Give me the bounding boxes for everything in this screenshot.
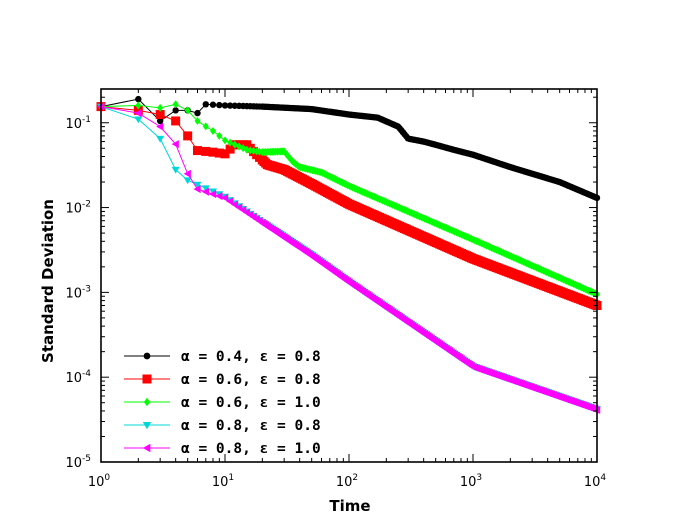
data-point: [226, 197, 234, 206]
data-point: [135, 101, 142, 110]
legend-marker: [142, 374, 152, 384]
data-point: [155, 110, 165, 120]
data-point: [243, 145, 250, 154]
x-tick-label: 103: [460, 473, 482, 490]
data-point: [216, 101, 223, 109]
data-point: [220, 149, 230, 159]
data-point: [208, 190, 217, 199]
data-point: [216, 131, 223, 140]
y-tick-label: 10-3: [65, 284, 91, 301]
data-point: [222, 136, 228, 145]
x-tick-label: 104: [584, 473, 607, 490]
series-1: [97, 95, 601, 202]
data-point: [184, 106, 191, 115]
data-point: [171, 140, 179, 149]
data-point: [192, 146, 202, 156]
legend-marker: [143, 397, 151, 407]
data-point: [183, 131, 193, 141]
series-5: [97, 102, 601, 415]
data-point: [208, 147, 218, 157]
x-tick-labels: 100 101 102 103 104: [88, 473, 607, 490]
y-tick-label: 10-5: [65, 454, 91, 471]
series-markers: [97, 95, 601, 202]
data-point: [183, 177, 192, 185]
data-point: [230, 200, 239, 209]
legend-label: α = 0.8, ε = 1.0: [181, 441, 321, 457]
data-point: [183, 169, 191, 178]
series-layer: [96, 95, 602, 415]
legend-marker: [143, 352, 151, 360]
data-point: [172, 100, 179, 109]
series-4: [97, 103, 601, 414]
y-tick-label: 10-1: [65, 115, 91, 132]
data-point: [202, 101, 209, 108]
data-point: [221, 193, 229, 202]
legend-entry: α = 0.8, ε = 0.8: [124, 418, 321, 434]
data-point: [157, 103, 164, 112]
data-point: [225, 144, 235, 154]
data-point: [134, 116, 143, 124]
data-point: [214, 148, 224, 158]
x-axis-label: Time: [329, 497, 370, 515]
data-point: [193, 181, 202, 189]
data-point: [221, 102, 229, 109]
x-tick-label: 102: [336, 473, 358, 490]
legend-entry: α = 0.6, ε = 0.8: [124, 372, 321, 388]
data-point: [201, 185, 210, 193]
legend-marker: [142, 422, 152, 430]
series-markers: [98, 100, 600, 299]
data-point: [194, 109, 201, 117]
series-markers: [97, 103, 601, 414]
x-tick-label: 100: [88, 473, 111, 490]
series-line: [100, 106, 598, 410]
x-tick-label: 101: [212, 473, 234, 490]
data-point: [171, 166, 180, 174]
y-axis-label: Standard Deviation: [39, 199, 57, 363]
data-point: [193, 185, 201, 194]
series-markers: [97, 102, 601, 415]
data-point: [226, 102, 234, 109]
y-tick-label: 10-2: [65, 200, 91, 217]
series-3: [98, 100, 600, 299]
series-markers: [96, 102, 602, 311]
data-point: [201, 146, 211, 156]
y-tick-label: 10-4: [65, 369, 91, 386]
data-point: [215, 192, 223, 201]
legend-entry: α = 0.6, ε = 1.0: [124, 395, 321, 411]
data-point: [202, 122, 209, 131]
data-point: [172, 107, 179, 114]
data-point: [209, 101, 217, 108]
legend-entry: α = 0.4, ε = 0.8: [124, 349, 321, 365]
legend-marker: [142, 443, 151, 453]
y-tick-labels: 10-1 10-2 10-3 10-4 10-5: [65, 115, 91, 471]
data-point: [156, 122, 164, 131]
data-point: [227, 138, 234, 147]
legend-label: α = 0.8, ε = 0.8: [181, 418, 321, 434]
data-point: [133, 105, 143, 115]
data-point: [156, 117, 164, 125]
ticks-layer: [100, 89, 598, 463]
series-2: [96, 102, 602, 311]
legend-entry: α = 0.8, ε = 1.0: [124, 441, 321, 457]
legend: α = 0.4, ε = 0.8 α = 0.6, ε = 0.8 α = 0.6,…: [124, 349, 321, 457]
legend-label: α = 0.6, ε = 1.0: [181, 395, 321, 411]
data-point: [135, 95, 142, 103]
legend-label: α = 0.4, ε = 0.8: [181, 349, 321, 365]
data-point: [156, 135, 165, 143]
data-point: [194, 116, 201, 125]
data-point: [171, 116, 181, 126]
data-point: [209, 126, 216, 135]
data-point: [201, 187, 209, 196]
data-point: [134, 109, 142, 118]
legend-label: α = 0.6, ε = 0.8: [181, 372, 321, 388]
